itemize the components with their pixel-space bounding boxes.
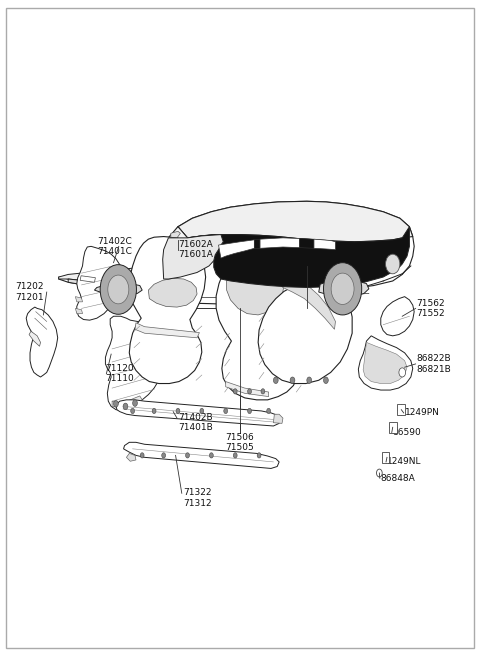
- Text: 1249PN: 1249PN: [405, 409, 440, 417]
- Polygon shape: [80, 276, 96, 282]
- Polygon shape: [277, 279, 336, 329]
- Bar: [389, 422, 396, 432]
- Circle shape: [248, 408, 252, 413]
- Bar: [382, 452, 389, 462]
- Circle shape: [248, 389, 252, 394]
- Polygon shape: [112, 396, 142, 409]
- Polygon shape: [381, 297, 414, 336]
- Circle shape: [175, 327, 186, 342]
- Polygon shape: [163, 227, 221, 262]
- Polygon shape: [254, 239, 260, 249]
- Polygon shape: [26, 307, 58, 377]
- Text: 71120
71110: 71120 71110: [106, 364, 134, 383]
- Polygon shape: [260, 238, 300, 249]
- Circle shape: [100, 264, 136, 314]
- Circle shape: [123, 403, 128, 409]
- Polygon shape: [75, 308, 83, 314]
- Polygon shape: [314, 239, 336, 250]
- Bar: [397, 405, 405, 415]
- Polygon shape: [178, 201, 413, 242]
- Text: 86822B
86821B: 86822B 86821B: [417, 354, 451, 374]
- Circle shape: [290, 377, 295, 384]
- Text: 71562
71552: 71562 71552: [417, 298, 445, 318]
- Circle shape: [176, 408, 180, 413]
- Circle shape: [324, 377, 328, 384]
- Circle shape: [267, 408, 271, 413]
- Polygon shape: [116, 400, 281, 426]
- Polygon shape: [95, 283, 142, 295]
- Circle shape: [114, 401, 118, 407]
- Polygon shape: [68, 279, 111, 289]
- Circle shape: [274, 377, 278, 384]
- Text: 71602A
71601A: 71602A 71601A: [178, 240, 213, 259]
- Polygon shape: [104, 279, 115, 285]
- Polygon shape: [363, 342, 407, 384]
- Polygon shape: [319, 280, 369, 297]
- Circle shape: [156, 312, 171, 331]
- Polygon shape: [59, 250, 164, 281]
- Circle shape: [132, 400, 137, 406]
- Text: 71202
71201: 71202 71201: [16, 282, 44, 302]
- Circle shape: [399, 368, 406, 377]
- Polygon shape: [59, 201, 414, 304]
- Text: 71506
71505: 71506 71505: [226, 432, 254, 452]
- Text: 86590: 86590: [393, 428, 421, 437]
- Polygon shape: [300, 239, 314, 249]
- Circle shape: [385, 254, 400, 274]
- Polygon shape: [359, 336, 413, 390]
- Polygon shape: [148, 278, 197, 307]
- Polygon shape: [274, 414, 283, 423]
- Circle shape: [159, 341, 168, 354]
- Polygon shape: [129, 237, 205, 384]
- Text: 71402C
71401C: 71402C 71401C: [97, 237, 132, 256]
- Polygon shape: [258, 256, 352, 384]
- Circle shape: [131, 408, 134, 413]
- Polygon shape: [226, 382, 269, 397]
- Circle shape: [200, 408, 204, 413]
- Polygon shape: [106, 316, 164, 410]
- Circle shape: [251, 348, 275, 380]
- Circle shape: [108, 275, 129, 304]
- Circle shape: [209, 453, 213, 458]
- Circle shape: [152, 408, 156, 413]
- Polygon shape: [126, 453, 136, 461]
- Circle shape: [140, 453, 144, 458]
- Circle shape: [233, 389, 237, 394]
- Polygon shape: [216, 240, 304, 400]
- Circle shape: [288, 315, 326, 367]
- Text: 1249NL: 1249NL: [387, 457, 421, 466]
- Polygon shape: [135, 323, 199, 338]
- Circle shape: [331, 273, 354, 304]
- Polygon shape: [171, 232, 180, 238]
- Circle shape: [376, 469, 382, 477]
- Circle shape: [257, 453, 261, 458]
- Circle shape: [324, 262, 362, 315]
- Circle shape: [261, 389, 265, 394]
- Polygon shape: [163, 235, 223, 279]
- Circle shape: [307, 377, 312, 384]
- Polygon shape: [218, 240, 254, 258]
- Polygon shape: [123, 442, 279, 468]
- Polygon shape: [227, 264, 284, 315]
- Circle shape: [233, 453, 237, 458]
- Circle shape: [186, 453, 190, 458]
- Polygon shape: [77, 247, 121, 320]
- Text: 86848A: 86848A: [381, 474, 416, 483]
- Circle shape: [224, 408, 228, 413]
- Text: 71504B
71503B: 71504B 71503B: [307, 256, 342, 276]
- Polygon shape: [29, 331, 40, 346]
- Polygon shape: [188, 227, 409, 287]
- Polygon shape: [75, 297, 83, 302]
- Text: 71402B
71401B: 71402B 71401B: [178, 413, 213, 432]
- Text: 71322
71312: 71322 71312: [183, 488, 211, 508]
- Circle shape: [162, 453, 166, 458]
